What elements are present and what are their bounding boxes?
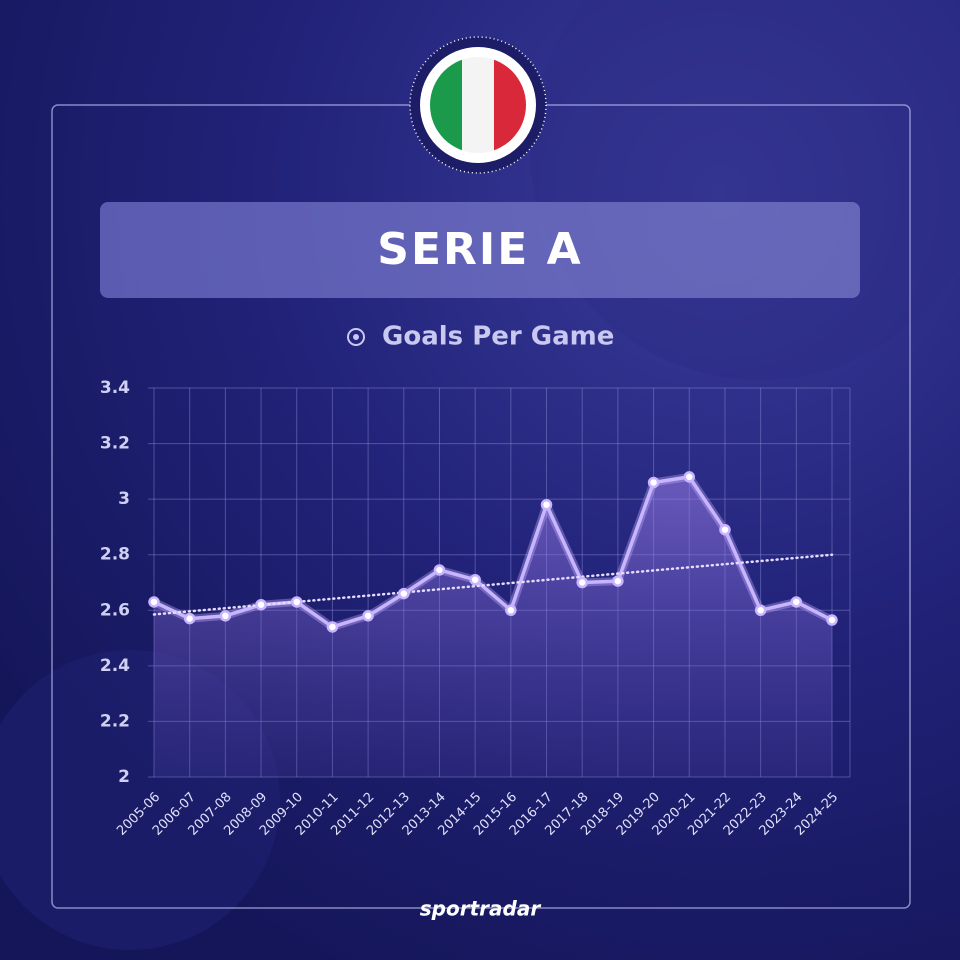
- y-tick-label: 2: [118, 767, 130, 787]
- title-band: [100, 202, 860, 298]
- point: [576, 576, 588, 589]
- point: [647, 476, 660, 489]
- point: [719, 523, 731, 536]
- point: [826, 614, 838, 626]
- point: [398, 587, 410, 600]
- point: [362, 610, 374, 622]
- y-tick-label: 2.6: [100, 600, 130, 620]
- flag: [430, 57, 526, 153]
- point: [683, 471, 696, 483]
- point: [612, 575, 624, 587]
- line: [153, 475, 833, 629]
- point: [505, 604, 517, 617]
- ball-icon: [347, 328, 365, 346]
- chart-subtitle: Goals Per Game: [382, 322, 614, 352]
- y-tick-label: 3.2: [100, 434, 130, 454]
- point: [754, 604, 767, 617]
- point: [540, 498, 553, 511]
- trendline: [152, 553, 834, 616]
- point: [790, 596, 803, 608]
- brand: sportradar: [420, 897, 542, 921]
- y-tick-label: 2.8: [100, 545, 130, 565]
- point: [433, 564, 446, 576]
- y-tick-label: 2.2: [100, 711, 130, 731]
- y-tick-label: 3: [118, 489, 130, 509]
- point: [183, 612, 196, 625]
- y-tick-label: 2.4: [100, 656, 130, 676]
- point: [326, 621, 339, 633]
- y-tick-label: 3.4: [100, 378, 130, 398]
- point: [255, 598, 267, 611]
- point: [290, 596, 303, 608]
- point: [469, 573, 481, 586]
- area: [154, 476, 832, 777]
- point: [219, 610, 232, 622]
- chart-title: SERIE A: [377, 224, 582, 275]
- ball-icon: [353, 334, 359, 340]
- point: [148, 596, 160, 608]
